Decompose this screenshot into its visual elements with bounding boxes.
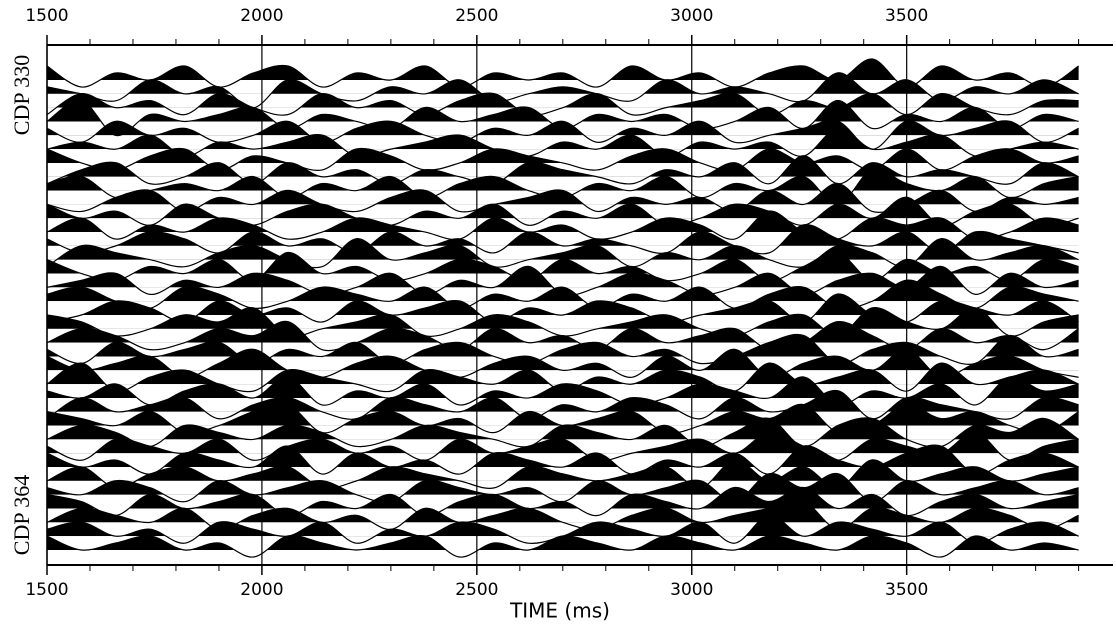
trace [46, 333, 1079, 365]
trace-fill [47, 349, 1079, 371]
trace-fill [47, 148, 1079, 163]
trace [46, 92, 1079, 116]
trace [46, 58, 1079, 88]
trace [46, 444, 1079, 475]
trace-fill [47, 487, 1079, 509]
trace-fill [47, 58, 1079, 80]
trace-fill [47, 169, 1079, 191]
trace [46, 389, 1079, 420]
trace-fill [47, 417, 1079, 440]
x-tick-label: 2500 [455, 580, 498, 600]
trace-fill [47, 280, 1079, 302]
trace-fill [63, 155, 1079, 177]
trace [46, 72, 1079, 109]
trace-fill [47, 293, 1079, 315]
trace [46, 210, 1079, 241]
x-tick-label: 3000 [670, 6, 713, 26]
x-tick-label: 1500 [25, 6, 68, 26]
trace-fill [47, 100, 1079, 122]
trace-fill [47, 120, 1079, 136]
trace-fill [47, 445, 1079, 468]
trace [46, 431, 1079, 462]
trace-fill [47, 515, 1079, 537]
trace-fill [47, 211, 1079, 233]
trace-fill [47, 321, 1079, 343]
x-tick-label: 1500 [25, 580, 68, 600]
trace [46, 251, 1079, 282]
trace-fill [47, 535, 1079, 550]
trace [46, 348, 1079, 379]
x-tick-label: 3500 [885, 580, 928, 600]
trace-fill [47, 473, 1079, 495]
trace-fill [47, 403, 1079, 426]
trace-fill [47, 72, 1079, 94]
trace-fill [47, 197, 1079, 219]
trace [46, 155, 1079, 185]
x-tick-label: 3500 [885, 6, 928, 26]
x-tick-label: 2000 [240, 580, 283, 600]
x-tick-label: 3000 [670, 580, 713, 600]
first-trace-label: CDP 330 [9, 55, 34, 135]
x-axis-title: TIME (ms) [509, 599, 610, 623]
last-trace-label: CDP 364 [9, 475, 34, 555]
trace-fill [47, 432, 1079, 454]
trace [46, 147, 1079, 172]
trace [46, 279, 1079, 310]
trace-fill [56, 390, 1079, 412]
trace-fill [47, 266, 1079, 288]
trace-fill [47, 307, 1079, 329]
trace-fill [100, 183, 1079, 205]
trace [46, 534, 1079, 558]
trace-fill [47, 459, 1079, 481]
trace-fill [47, 334, 1079, 357]
trace-fill [47, 376, 1079, 398]
trace [46, 417, 1079, 448]
trace-fill [47, 363, 1079, 385]
trace [46, 127, 1079, 158]
x-tick-label: 2000 [240, 6, 283, 26]
x-tick-label: 2500 [455, 6, 498, 26]
trace-fill [47, 128, 1079, 150]
